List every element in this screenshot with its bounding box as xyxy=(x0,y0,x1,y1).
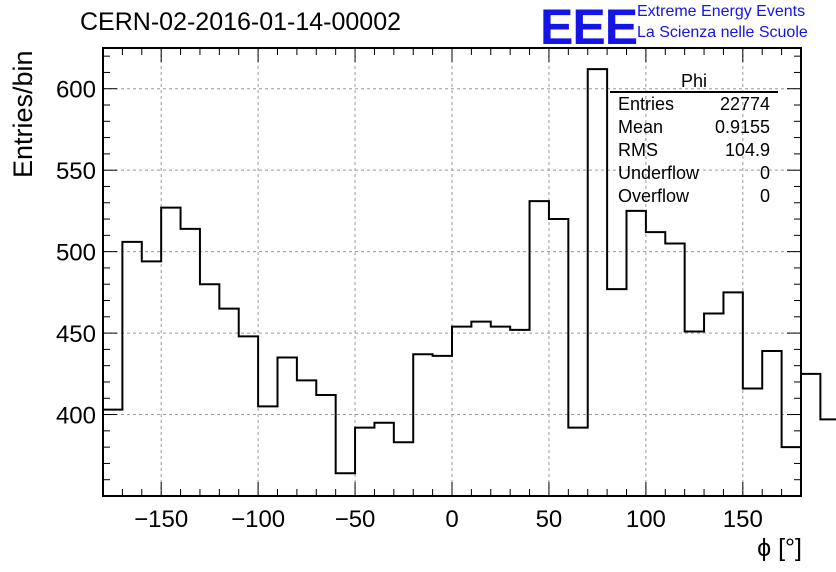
x-tick-label: −50 xyxy=(335,506,376,533)
stats-value: 104.9 xyxy=(724,140,770,160)
stats-value: 0 xyxy=(759,163,770,183)
stats-value: 22774 xyxy=(719,94,770,114)
stats-value: 0 xyxy=(759,186,770,206)
y-axis-label: Entries/bin xyxy=(8,50,38,178)
x-axis-label: ϕ [°] xyxy=(757,534,802,562)
x-tick-label: −100 xyxy=(231,506,285,533)
y-tick-label: 450 xyxy=(56,321,96,348)
stats-row: RMS 104.9 xyxy=(610,139,778,162)
y-tick-label: 400 xyxy=(56,403,96,430)
logo-line-2: La Scienza nelle Scuole xyxy=(637,24,808,41)
stats-name: Phi xyxy=(610,71,778,93)
stats-label: Overflow xyxy=(618,186,690,206)
stats-label: Entries xyxy=(618,94,675,114)
stats-label: Mean xyxy=(618,117,664,137)
stats-row: Mean 0.9155 xyxy=(610,116,778,139)
stats-label: RMS xyxy=(618,140,658,160)
plot-title: CERN-02-2016-01-14-00002 xyxy=(80,8,402,36)
stats-row: Underflow 0 xyxy=(610,162,778,185)
logo-mark: EEE xyxy=(540,0,638,55)
stats-row: Entries 22774 xyxy=(610,93,778,116)
stats-label: Underflow xyxy=(618,163,700,183)
y-tick-label: 550 xyxy=(56,158,96,185)
stats-box: Phi Entries 22774 Mean 0.9155 RMS 104.9 Underf… xyxy=(610,71,778,208)
y-tick-label: 600 xyxy=(56,77,96,104)
y-tick-label: 500 xyxy=(56,240,96,267)
logo-line-1: Extreme Energy Events xyxy=(637,3,806,20)
stats-value: 0.9155 xyxy=(714,117,770,137)
x-tick-label: 150 xyxy=(723,506,763,533)
x-tick-label: −150 xyxy=(134,506,188,533)
x-tick-label: 100 xyxy=(626,506,666,533)
stats-row: Overflow 0 xyxy=(610,185,778,208)
x-tick-label: 50 xyxy=(536,506,563,533)
x-tick-label: 0 xyxy=(445,506,458,533)
histogram-series-line xyxy=(102,68,836,496)
